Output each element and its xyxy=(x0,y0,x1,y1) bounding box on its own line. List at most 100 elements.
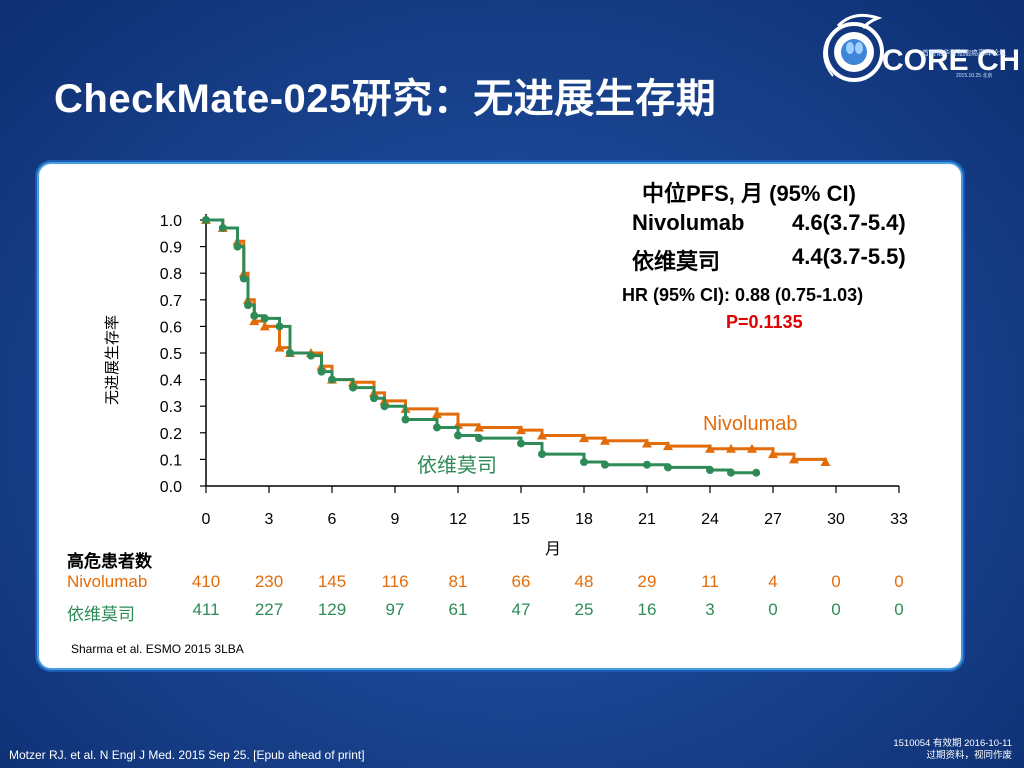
slide-title: CheckMate-025研究：无进展生存期 xyxy=(54,77,717,121)
nivolumab-censor-marker xyxy=(663,441,673,451)
hazard-ratio: HR (95% CI): 0.88 (0.75-1.03) xyxy=(622,285,864,305)
x-tick-label: 30 xyxy=(827,511,845,528)
everolimus-censor-marker xyxy=(328,375,336,384)
risk-table-header: 高危患者数 xyxy=(67,552,152,571)
everolimus-censor-marker xyxy=(664,463,672,472)
everolimus-censor-marker xyxy=(244,301,252,310)
y-axis-label: 无进展生存率 xyxy=(103,315,121,405)
nivolumab-censor-marker xyxy=(726,443,736,453)
everolimus-censor-marker xyxy=(380,402,389,411)
everolimus-curve-label: 依维莫司 xyxy=(417,453,497,477)
everolimus-censor-marker xyxy=(601,460,609,469)
median-pfs-header: 中位PFS, 月 (95% CI) xyxy=(642,181,856,206)
everolimus-censor-marker xyxy=(349,383,357,392)
y-tick-label: 0.4 xyxy=(160,373,182,390)
risk-cell: 145 xyxy=(317,572,347,591)
footer-note: 1510054 有效期 2016-10-11 过期资料，视同作废 xyxy=(893,738,1012,762)
y-tick-label: 0.3 xyxy=(160,399,182,416)
content-panel xyxy=(37,162,963,670)
logo-date: 2015.10.25 北京 xyxy=(956,73,993,79)
everolimus-censor-marker xyxy=(580,458,588,467)
everolimus-censor-marker xyxy=(202,216,210,224)
nivolumab-censor-marker xyxy=(249,316,260,326)
y-tick-label: 0.5 xyxy=(160,346,182,363)
risk-cell: 0 xyxy=(831,600,841,619)
summary-nivolumab-label: Nivolumab xyxy=(632,210,745,235)
risk-cell: 25 xyxy=(574,600,594,619)
y-tick-label: 0.7 xyxy=(160,293,182,310)
risk-cell: 0 xyxy=(894,572,904,591)
everolimus-censor-marker xyxy=(317,367,326,376)
nivolumab-censor-marker xyxy=(789,454,799,464)
x-axis-label: 月 xyxy=(545,539,561,558)
risk-cell: 47 xyxy=(511,600,531,619)
nivolumab-censor-marker xyxy=(820,457,831,467)
everolimus-censor-marker xyxy=(538,450,546,459)
chart-curves xyxy=(201,215,831,477)
risk-cell: 97 xyxy=(385,600,405,619)
y-tick-label: 0.8 xyxy=(160,266,182,283)
everolimus-censor-marker xyxy=(475,434,483,443)
risk-cell: 4 xyxy=(768,572,778,591)
risk-cell: 230 xyxy=(254,572,284,591)
everolimus-censor-marker xyxy=(233,242,242,251)
risk-cell: 81 xyxy=(448,572,468,591)
nivolumab-censor-marker xyxy=(432,409,442,419)
everolimus-censor-marker xyxy=(218,223,227,232)
nivolumab-censor-marker xyxy=(259,321,270,331)
nivolumab-censor-marker xyxy=(705,443,715,453)
risk-cell: 61 xyxy=(448,600,468,619)
x-tick-label: 21 xyxy=(638,511,656,528)
nivolumab-censor-marker xyxy=(579,433,589,443)
nivolumab-curve-label: Nivolumab xyxy=(703,413,797,435)
core-china-logo: CORE CHINA 首届诺华肾细胞癌高峰论坛 2015.10.25 北京 xyxy=(808,8,1024,88)
y-tick-label: 1.0 xyxy=(160,213,182,230)
dragon-logo-icon: CORE CHINA xyxy=(823,13,1024,82)
logo-subtitle: 首届诺华肾细胞癌高峰论坛 xyxy=(922,50,1006,57)
everolimus-censor-marker xyxy=(454,431,462,440)
risk-cell: 11 xyxy=(701,572,719,591)
y-tick-label: 0.1 xyxy=(160,452,182,469)
nivolumab-censor-marker xyxy=(642,438,652,448)
chart-axes: 0.0 0.1 0.2 0.3 0.4 0.5 0.6 0.7 0.8 0.9 1.0 0 3 6 9 12 1… xyxy=(160,213,908,528)
everolimus-censor-marker xyxy=(260,314,269,323)
everolimus-censor-marker xyxy=(239,274,248,283)
risk-cell: 16 xyxy=(637,600,657,619)
everolimus-censor-marker xyxy=(517,439,525,448)
risk-cell: 129 xyxy=(317,600,347,619)
x-tick-label: 6 xyxy=(328,511,337,528)
everolimus-censor-marker xyxy=(275,322,284,331)
risk-row-label: 依维莫司 xyxy=(67,605,135,624)
everolimus-censor-marker xyxy=(250,311,259,320)
risk-cell: 0 xyxy=(768,600,778,619)
nivolumab-censor-marker xyxy=(274,342,285,352)
risk-cell: 116 xyxy=(381,572,409,591)
everolimus-censor-marker xyxy=(752,468,761,477)
everolimus-censor-marker xyxy=(727,468,735,477)
risk-cell: 48 xyxy=(574,572,594,591)
risk-row-label: Nivolumab xyxy=(67,572,148,591)
x-tick-label: 18 xyxy=(575,511,593,528)
everolimus-censor-marker xyxy=(401,415,410,424)
nivolumab-censor-marker xyxy=(768,449,778,459)
svg-text:CORE CHINA: CORE CHINA xyxy=(882,44,1018,77)
summary-nivolumab-value: 4.6(3.7-5.4) xyxy=(792,210,906,235)
summary-everolimus-label: 依维莫司 xyxy=(632,249,721,274)
risk-cell: 3 xyxy=(705,600,715,619)
risk-cell: 29 xyxy=(637,572,657,591)
everolimus-censor-marker xyxy=(370,394,378,403)
summary-everolimus-value: 4.4(3.7-5.5) xyxy=(792,244,906,269)
everolimus-censor-marker xyxy=(433,423,441,432)
nivolumab-censor-marker xyxy=(537,430,547,440)
risk-cell: 0 xyxy=(831,572,841,591)
footer-expiry-note: 过期资料，视同作废 xyxy=(926,750,1012,761)
nivolumab-censor-marker xyxy=(600,435,610,445)
p-value: P=0.1135 xyxy=(726,312,803,332)
x-tick-label: 15 xyxy=(512,511,530,528)
y-tick-label: 0.2 xyxy=(160,426,182,443)
x-tick-label: 12 xyxy=(449,511,467,528)
nivolumab-censor-marker xyxy=(474,422,484,432)
everolimus-censor-marker xyxy=(307,351,315,360)
reference: Sharma et al. ESMO 2015 3LBA xyxy=(71,642,244,656)
